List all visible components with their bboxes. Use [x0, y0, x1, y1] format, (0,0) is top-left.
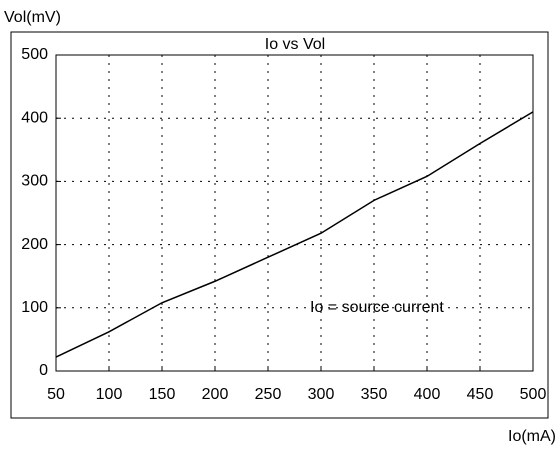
y-tick-label: 400	[21, 109, 48, 126]
x-tick-label: 300	[308, 386, 335, 403]
y-tick-label: 200	[21, 236, 48, 253]
y-tick-label: 500	[21, 46, 48, 63]
y-axis-label: Vol(mV)	[4, 9, 61, 26]
y-tick-label: 0	[39, 362, 48, 379]
x-tick-label: 500	[520, 386, 547, 403]
y-tick-label: 300	[21, 173, 48, 190]
x-tick-label: 450	[467, 386, 494, 403]
x-tick-label: 100	[96, 386, 123, 403]
x-tick-label: 200	[202, 386, 229, 403]
y-tick-label: 100	[21, 299, 48, 316]
x-axis-label: Io(mA)	[508, 428, 556, 445]
x-tick-label: 350	[361, 386, 388, 403]
x-tick-label: 50	[47, 386, 65, 403]
chart-title: Io vs Vol	[265, 36, 325, 53]
data-line	[55, 111, 534, 358]
x-tick-label: 400	[414, 386, 441, 403]
x-tick-label: 250	[255, 386, 282, 403]
outer-frame	[10, 31, 549, 419]
plot-frame	[55, 54, 534, 372]
x-tick-label: 150	[149, 386, 176, 403]
